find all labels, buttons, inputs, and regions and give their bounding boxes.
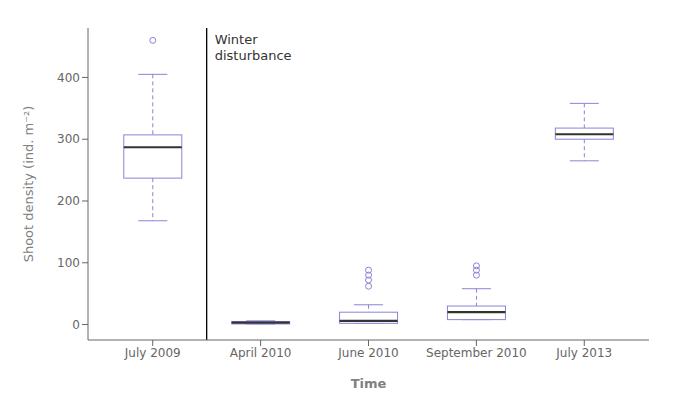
svg-text:July 2009: July 2009 [124,346,181,360]
svg-text:300: 300 [57,132,80,146]
svg-text:July 2013: July 2013 [555,346,612,360]
svg-text:Winterdisturbance: Winterdisturbance [215,32,292,63]
svg-text:100: 100 [57,256,80,270]
svg-text:0: 0 [72,318,80,332]
svg-text:Time: Time [351,376,387,391]
svg-text:200: 200 [57,194,80,208]
svg-text:June 2010: June 2010 [337,346,399,360]
svg-text:400: 400 [57,71,80,85]
svg-text:September 2010: September 2010 [426,346,527,360]
svg-text:April 2010: April 2010 [230,346,292,360]
svg-text:Shoot density (ind. m⁻²): Shoot density (ind. m⁻²) [21,106,36,263]
